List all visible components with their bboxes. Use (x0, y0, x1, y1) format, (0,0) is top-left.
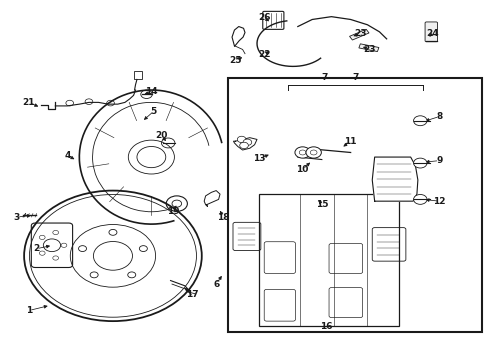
Bar (134, 71, 142, 80)
Text: 25: 25 (229, 55, 242, 64)
Text: 20: 20 (155, 131, 167, 140)
Polygon shape (233, 138, 257, 150)
Text: 1: 1 (26, 306, 32, 315)
Text: 26: 26 (258, 13, 270, 22)
Bar (259, 194, 399, 327)
Text: 19: 19 (167, 207, 179, 216)
Text: 18: 18 (217, 212, 230, 221)
Polygon shape (349, 29, 369, 40)
Text: 11: 11 (344, 137, 357, 146)
Circle shape (237, 136, 246, 143)
Text: 13: 13 (253, 154, 266, 163)
Text: 23: 23 (354, 29, 367, 38)
Text: 17: 17 (186, 290, 198, 299)
Circle shape (295, 147, 310, 158)
Circle shape (243, 139, 252, 145)
Text: 12: 12 (433, 197, 446, 206)
Circle shape (414, 194, 427, 204)
Circle shape (414, 116, 427, 126)
Circle shape (414, 158, 427, 168)
Text: 24: 24 (426, 29, 439, 38)
Text: 22: 22 (258, 50, 270, 59)
Text: 5: 5 (150, 107, 157, 116)
Bar (228, 78, 482, 332)
Circle shape (240, 142, 248, 149)
FancyBboxPatch shape (425, 22, 438, 42)
Text: 23: 23 (364, 45, 376, 54)
Text: 4: 4 (64, 151, 71, 160)
Text: 3: 3 (14, 212, 20, 221)
Text: 14: 14 (145, 87, 158, 96)
Text: 9: 9 (436, 156, 442, 165)
Text: 7: 7 (352, 73, 359, 82)
Text: 2: 2 (33, 244, 39, 253)
Text: 6: 6 (213, 280, 220, 289)
Text: 8: 8 (437, 112, 442, 121)
Polygon shape (359, 44, 379, 51)
Text: 15: 15 (316, 200, 328, 209)
Text: 16: 16 (320, 322, 333, 331)
Text: 7: 7 (321, 73, 327, 82)
Text: 10: 10 (296, 165, 309, 174)
Text: 21: 21 (23, 98, 35, 107)
Polygon shape (372, 157, 418, 201)
Circle shape (306, 147, 321, 158)
